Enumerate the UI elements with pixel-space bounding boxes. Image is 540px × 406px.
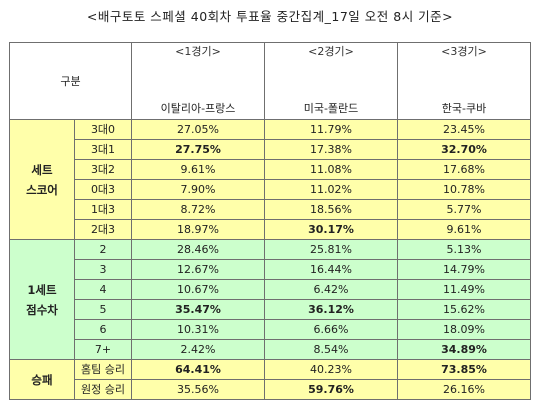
- vote-rate-cell: 5.13%: [397, 239, 531, 260]
- vote-rate-cell: 26.16%: [397, 379, 531, 400]
- vote-rate-cell: 12.67%: [131, 259, 265, 280]
- match-3-number: <3경기>: [397, 42, 531, 81]
- vote-rate-cell: 17.38%: [264, 139, 398, 160]
- vote-rate-cell: 14.79%: [397, 259, 531, 280]
- group-label-line: 세트: [31, 162, 53, 177]
- vote-rate-cell: 9.61%: [397, 219, 531, 240]
- match-3-teams: 한국-쿠바: [397, 81, 531, 120]
- group-label-line: 승패: [31, 372, 53, 387]
- row-label: 2: [74, 239, 132, 260]
- vote-rate-cell: 18.56%: [264, 199, 398, 220]
- vote-rate-table: 구분 <1경기> <2경기> <3경기> 이탈리아-프랑스 미국-폴란드 한국-…: [9, 42, 531, 400]
- table-row: 3대1 27.75% 17.38% 32.70%: [10, 139, 531, 160]
- set-score-section: 세트 스코어 3대0 27.05% 11.79% 23.45% 3대1 27.75% 17.38…: [9, 119, 531, 240]
- vote-rate-cell: 35.56%: [131, 379, 265, 400]
- vote-rate-cell: 10.67%: [131, 279, 265, 300]
- vote-rate-cell: 27.05%: [131, 119, 265, 140]
- match-2-teams: 미국-폴란드: [264, 81, 398, 120]
- vote-rate-cell: 11.79%: [264, 119, 398, 140]
- vote-rate-cell: 18.09%: [397, 319, 531, 340]
- table-row: 6 10.31% 6.66% 18.09%: [10, 319, 531, 340]
- vote-rate-cell: 23.45%: [397, 119, 531, 140]
- vote-rate-cell: 32.70%: [397, 139, 531, 160]
- vote-rate-cell: 40.23%: [264, 359, 398, 380]
- row-label: 3대2: [74, 159, 132, 180]
- row-label: 0대3: [74, 179, 132, 200]
- table-row: 4 10.67% 6.42% 11.49%: [10, 279, 531, 300]
- vote-rate-cell: 34.89%: [397, 339, 531, 360]
- table-row: 5 35.47% 36.12% 15.62%: [10, 299, 531, 320]
- header-corner: 구분: [9, 42, 132, 120]
- vote-rate-cell: 73.85%: [397, 359, 531, 380]
- vote-rate-cell: 10.78%: [397, 179, 531, 200]
- row-label: 홈팀 승리: [74, 359, 132, 380]
- vote-rate-cell: 16.44%: [264, 259, 398, 280]
- row-label: 3대0: [74, 119, 132, 140]
- row-label: 2대3: [74, 219, 132, 240]
- vote-rate-cell: 35.47%: [131, 299, 265, 320]
- vote-rate-cell: 7.90%: [131, 179, 265, 200]
- vote-rate-cell: 18.97%: [131, 219, 265, 240]
- vote-rate-cell: 2.42%: [131, 339, 265, 360]
- table-row: 3대2 9.61% 11.08% 17.68%: [10, 159, 531, 180]
- vote-rate-cell: 6.66%: [264, 319, 398, 340]
- row-label: 원정 승리: [74, 379, 132, 400]
- table-row: 3 12.67% 16.44% 14.79%: [10, 259, 531, 280]
- vote-rate-cell: 28.46%: [131, 239, 265, 260]
- vote-rate-cell: 11.08%: [264, 159, 398, 180]
- group-label-line: 스코어: [26, 182, 58, 197]
- match-1-number: <1경기>: [131, 42, 265, 81]
- vote-rate-cell: 10.31%: [131, 319, 265, 340]
- table-row: 1세트 점수차 2 28.46% 25.81% 5.13%: [9, 239, 531, 360]
- table-row: 승패 홈팀 승리 64.41% 40.23% 73.85%: [9, 359, 531, 400]
- table-row: 2대3 18.97% 30.17% 9.61%: [10, 219, 531, 240]
- table-row: 0대3 7.90% 11.02% 10.78%: [10, 179, 531, 200]
- row-label: 7+: [74, 339, 132, 360]
- vote-rate-cell: 30.17%: [264, 219, 398, 240]
- header-row-teams: 이탈리아-프랑스 미국-폴란드 한국-쿠바: [10, 81, 531, 120]
- vote-rate-cell: 5.77%: [397, 199, 531, 220]
- row-label: 3대1: [74, 139, 132, 160]
- vote-rate-cell: 8.72%: [131, 199, 265, 220]
- row-label: 3: [74, 259, 132, 280]
- row-label: 4: [74, 279, 132, 300]
- table-row: 1대3 8.72% 18.56% 5.77%: [10, 199, 531, 220]
- vote-rate-cell: 64.41%: [131, 359, 265, 380]
- row-label: 1대3: [74, 199, 132, 220]
- group-label-line: 점수차: [26, 302, 58, 317]
- vote-rate-cell: 11.02%: [264, 179, 398, 200]
- vote-rate-cell: 6.42%: [264, 279, 398, 300]
- group-label-line: 1세트: [27, 282, 57, 297]
- vote-rate-cell: 8.54%: [264, 339, 398, 360]
- match-1-teams: 이탈리아-프랑스: [131, 81, 265, 120]
- table-row: 세트 스코어 3대0 27.05% 11.79% 23.45%: [9, 119, 531, 240]
- table-row: 원정 승리 35.56% 59.76% 26.16%: [10, 379, 531, 400]
- table-row: 7+ 2.42% 8.54% 34.89%: [10, 339, 531, 360]
- vote-rate-cell: 11.49%: [397, 279, 531, 300]
- win_loss-group-label: 승패: [9, 359, 75, 400]
- row-label: 5: [74, 299, 132, 320]
- page-title: <배구토토 스페셜 40회차 투표율 중간집계_17일 오전 8시 기준>: [86, 9, 454, 24]
- vote-rate-cell: 59.76%: [264, 379, 398, 400]
- header-row-numbers: 구분 <1경기> <2경기> <3경기>: [9, 42, 531, 120]
- set-diff-section: 1세트 점수차 2 28.46% 25.81% 5.13% 3 12.67% 16.44% 14.…: [9, 239, 531, 360]
- vote-rate-cell: 17.68%: [397, 159, 531, 180]
- match-2-number: <2경기>: [264, 42, 398, 81]
- win-loss-section: 승패 홈팀 승리 64.41% 40.23% 73.85% 원정 승리 35.56% 59.7…: [9, 359, 531, 400]
- vote-rate-cell: 9.61%: [131, 159, 265, 180]
- vote-rate-cell: 15.62%: [397, 299, 531, 320]
- row-label: 6: [74, 319, 132, 340]
- vote-rate-cell: 25.81%: [264, 239, 398, 260]
- vote-rate-cell: 36.12%: [264, 299, 398, 320]
- vote-rate-cell: 27.75%: [131, 139, 265, 160]
